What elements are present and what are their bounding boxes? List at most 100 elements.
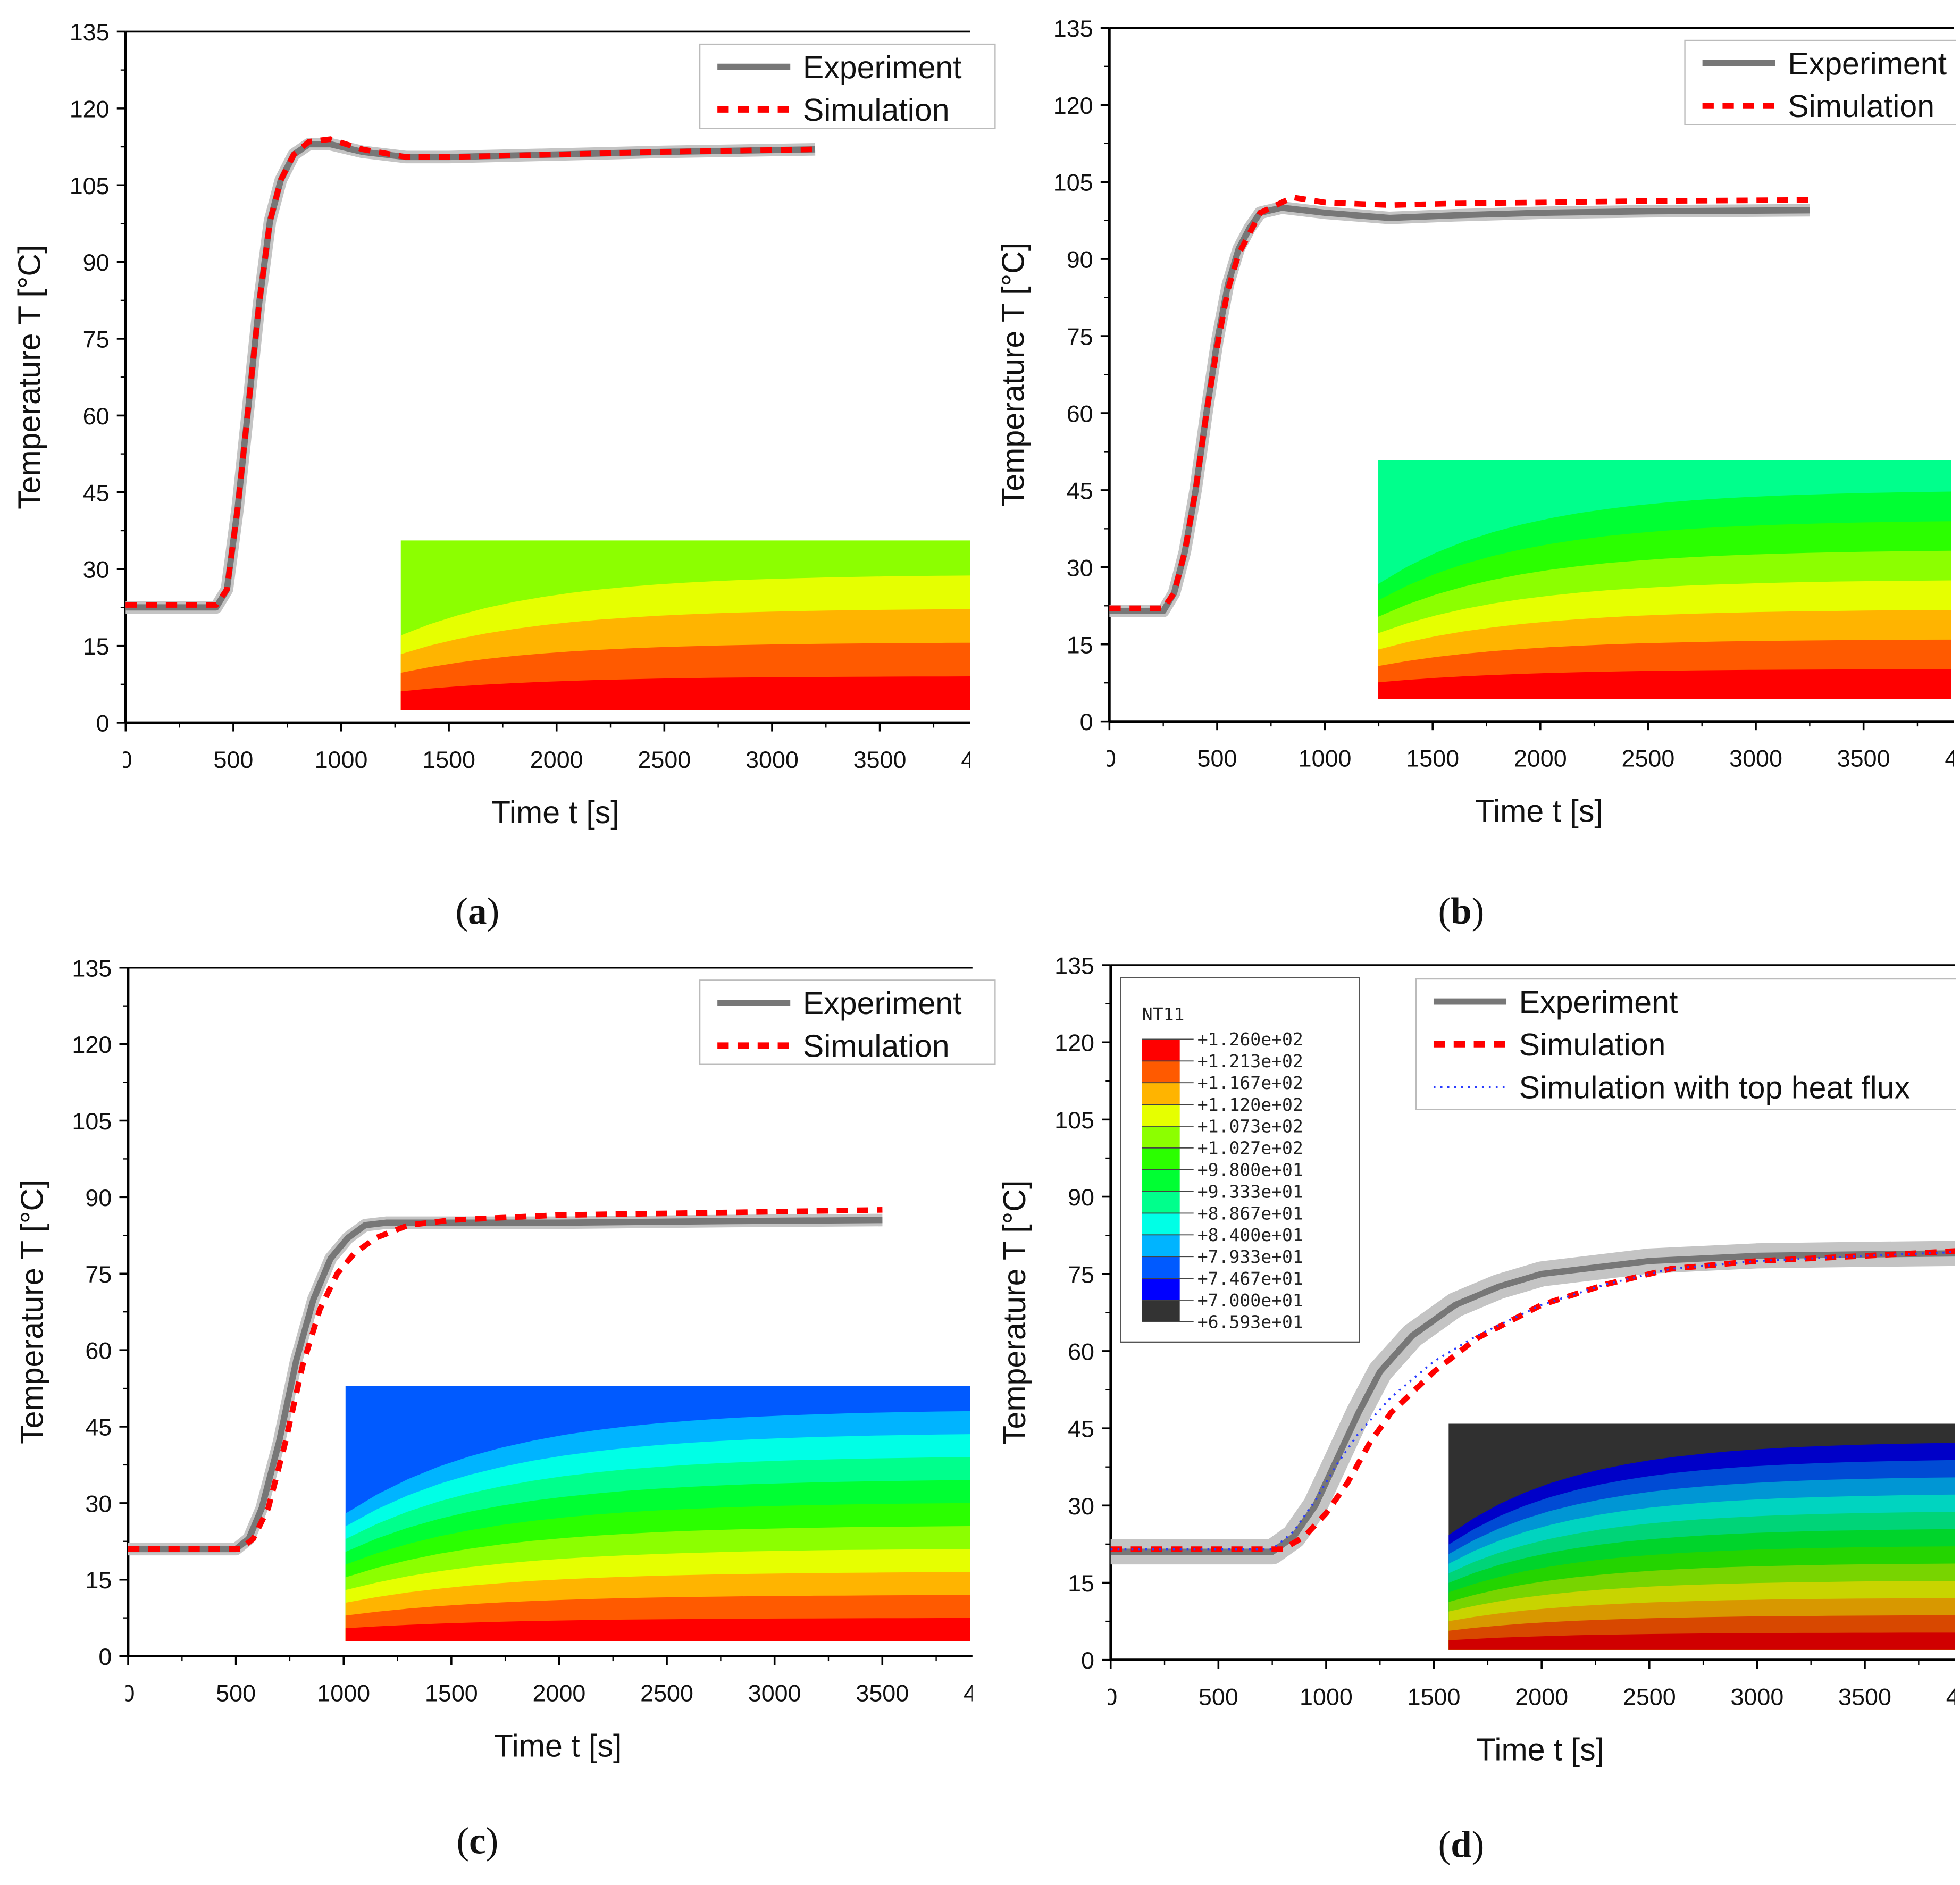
panel-a: 0 15 30 45 60 75 90 105 120 135 0 500 1000 1500 2000 25… <box>12 19 1014 932</box>
panel-c: 0 15 30 45 60 75 90 105 120 135 0 500 1000 1500 2000 25… <box>14 954 996 1862</box>
x-tick-label: 4000 <box>1946 1683 1960 1711</box>
x-tick-label: 3000 <box>1729 745 1782 772</box>
panel-caption: (d) <box>1438 1824 1485 1866</box>
y-tick-label: 30 <box>1067 554 1093 581</box>
y-axis-label: Temperature T [°C] <box>996 242 1031 507</box>
x-tick-label: 2000 <box>1515 1683 1568 1711</box>
y-tick-label: 135 <box>70 19 110 46</box>
y-axis-label: Temperature T [°C] <box>14 1179 49 1444</box>
contour-legend-swatch <box>1142 1061 1180 1083</box>
y-tick-label: 135 <box>1053 15 1093 42</box>
x-tick-label: 1500 <box>425 1680 478 1707</box>
contour-legend-title: NT11 <box>1142 1004 1185 1025</box>
contour-inset-a <box>400 540 970 710</box>
x-tick-label: 3500 <box>1838 1683 1891 1711</box>
y-tick-label: 75 <box>83 326 110 353</box>
series <box>1110 1241 1955 1565</box>
x-tick-label: 2500 <box>640 1680 693 1707</box>
y-tick-label: 60 <box>1068 1338 1094 1365</box>
contour-band <box>1378 669 1951 699</box>
series <box>128 1207 883 1556</box>
caption-letter: b <box>1451 891 1471 932</box>
panel-caption: (a) <box>456 891 500 932</box>
y-tick-label: 75 <box>1068 1261 1094 1288</box>
simulation-line <box>125 136 816 608</box>
axes: 0 15 30 45 60 75 90 105 120 135 0 500 1000 1500 2000 25… <box>12 19 1014 830</box>
x-tick-label: 4000 <box>961 746 1014 773</box>
y-tick-label: 45 <box>85 1414 112 1441</box>
x-ticks: 0 500 1000 1500 2000 2500 3000 3500 4000 <box>125 1656 973 1707</box>
contour-legend-label: +1.027e+02 <box>1197 1138 1303 1159</box>
contour-legend-swatch <box>1142 1126 1180 1148</box>
x-tick-label: 500 <box>1197 745 1237 772</box>
x-tick-label: 1000 <box>1299 745 1352 772</box>
x-ticks: 0 500 1000 1500 2000 2500 3000 3500 4000 <box>1108 1660 1960 1711</box>
legend-label: Simulation <box>1788 89 1934 124</box>
contour-inset-c <box>345 1386 970 1641</box>
x-tick-label: 1500 <box>1408 1683 1461 1711</box>
contour-legend-swatch <box>1142 1256 1180 1279</box>
contour-legend-label: +7.467e+01 <box>1197 1268 1303 1289</box>
contour-legend-label: +7.933e+01 <box>1197 1246 1303 1267</box>
legend-label: Simulation <box>803 93 950 128</box>
simulation-top-flux-line <box>1110 1251 1955 1551</box>
contour-legend: NT11 +1.260e+02+1.213e+02+1.167e+02+1.120… <box>1120 977 1360 1343</box>
caption-letter: c <box>469 1821 485 1862</box>
x-tick-label: 3500 <box>1837 745 1890 772</box>
x-tick-label: 2500 <box>1623 1683 1676 1711</box>
series <box>1109 194 1810 617</box>
x-tick-label: 0 <box>119 746 132 773</box>
x-tick-label: 500 <box>216 1680 256 1707</box>
simulation-line <box>1109 194 1810 611</box>
y-tick-label: 60 <box>85 1337 112 1364</box>
legend-label: Experiment <box>803 50 962 85</box>
axes: 0 15 30 45 60 75 90 105 120 135 0 500 1000 1500 2000 25… <box>997 952 1960 1767</box>
legend: Experiment Simulation <box>1684 39 1960 125</box>
experiment-line <box>1110 1250 1955 1555</box>
y-tick-label: 60 <box>83 403 110 430</box>
contour-band <box>345 1618 970 1641</box>
legend-label: Experiment <box>1788 46 1947 81</box>
x-tick-label: 1000 <box>1300 1683 1353 1711</box>
x-tick-label: 3000 <box>746 746 799 773</box>
legend-label: Simulation <box>1519 1027 1666 1062</box>
x-tick-label: 2000 <box>533 1680 586 1707</box>
y-tick-label: 135 <box>1054 952 1094 979</box>
y-tick-label: 75 <box>85 1261 112 1288</box>
x-axis-label: Time t [s] <box>1475 794 1603 829</box>
y-tick-label: 15 <box>1067 631 1093 658</box>
y-tick-label: 75 <box>1067 323 1093 350</box>
x-tick-label: 3500 <box>856 1680 909 1707</box>
contour-legend-swatch <box>1142 1169 1180 1192</box>
y-tick-label: 15 <box>83 633 110 660</box>
legend-label: Experiment <box>1519 985 1678 1020</box>
x-tick-label: 4000 <box>1945 745 1960 772</box>
contour-legend-label: +1.120e+02 <box>1197 1094 1303 1115</box>
x-tick-label: 1000 <box>315 746 368 773</box>
panel-d: 0 15 30 45 60 75 90 105 120 135 0 500 1000 1500 2000 25… <box>997 952 1960 1866</box>
x-tick-label: 0 <box>1103 745 1116 772</box>
x-tick-label: 500 <box>1199 1683 1238 1711</box>
contour-legend-label: +9.333e+01 <box>1197 1181 1303 1202</box>
series <box>125 136 816 614</box>
legend-label: Simulation with top heat flux <box>1519 1070 1910 1105</box>
y-tick-label: 0 <box>1081 1647 1094 1674</box>
x-tick-label: 3000 <box>1730 1683 1783 1711</box>
contour-legend-swatch <box>1142 1083 1180 1105</box>
y-tick-label: 0 <box>96 710 110 737</box>
x-axis-label: Time t [s] <box>491 795 619 830</box>
y-tick-label: 105 <box>1054 1107 1094 1134</box>
y-tick-label: 105 <box>1053 169 1093 196</box>
y-axis-label: Temperature T [°C] <box>997 1180 1032 1445</box>
y-tick-label: 0 <box>1080 708 1093 735</box>
contour-legend-label: +6.593e+01 <box>1197 1312 1303 1333</box>
contour-inset-b <box>1378 460 1951 699</box>
y-tick-label: 60 <box>1067 400 1093 428</box>
x-axis-label: Time t [s] <box>1476 1732 1604 1767</box>
axes: 0 15 30 45 60 75 90 105 120 135 0 500 1000 1500 2000 25… <box>996 15 1960 829</box>
x-tick-label: 2500 <box>638 746 691 773</box>
y-tick-label: 120 <box>1054 1029 1094 1057</box>
legend: Experiment Simulation <box>699 979 996 1065</box>
x-tick-label: 2000 <box>530 746 583 773</box>
